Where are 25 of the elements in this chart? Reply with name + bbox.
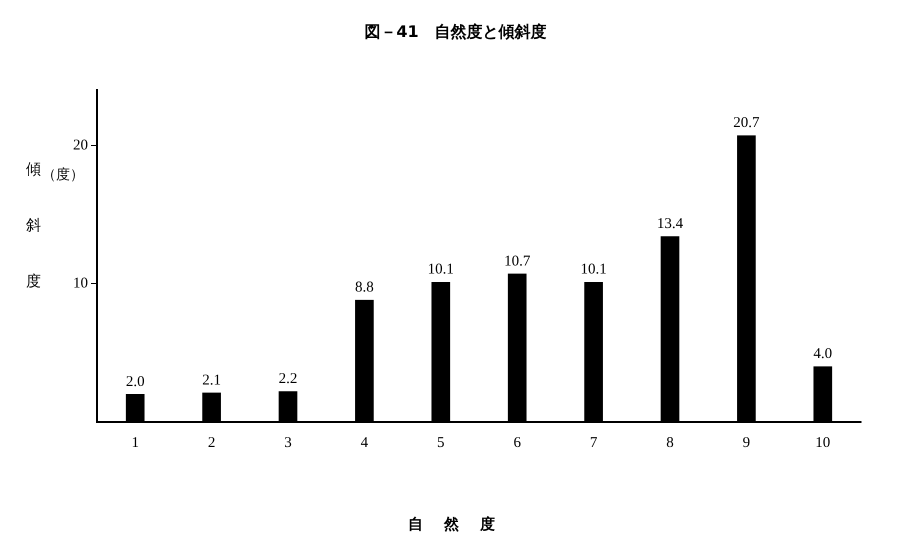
- x-tick-label: 8: [666, 434, 674, 451]
- data-label: 10.7: [504, 253, 531, 270]
- data-label: 10.1: [428, 262, 454, 278]
- chart-title: 図－41 自然度と傾斜度: [363, 22, 548, 43]
- x-tick-label: 5: [437, 434, 445, 451]
- x-tick-label: 2: [208, 434, 216, 451]
- x-tick-label: 9: [742, 434, 750, 451]
- data-label: 2.0: [126, 374, 145, 390]
- data-label: 2.2: [278, 371, 298, 388]
- y-axis-title: 傾斜度: [24, 150, 43, 315]
- x-tick-label: 4: [360, 434, 369, 451]
- x-tick-label: 6: [513, 434, 522, 451]
- data-label: 4.0: [813, 346, 832, 362]
- data-label: 20.7: [733, 115, 760, 132]
- y-tick-label: 20: [73, 137, 88, 154]
- data-label: 8.8: [355, 280, 374, 296]
- data-label: 2.1: [202, 372, 221, 388]
- x-tick-label: 7: [590, 434, 598, 451]
- text: （度）: [42, 166, 84, 184]
- x-tick-label: 1: [131, 434, 139, 451]
- data-label: 13.4: [656, 216, 684, 232]
- x-axis-title: 自 然 度: [406, 515, 504, 534]
- x-tick-label: 10: [815, 434, 830, 451]
- x-tick-label: 3: [284, 434, 292, 451]
- data-label: 10.1: [580, 262, 607, 278]
